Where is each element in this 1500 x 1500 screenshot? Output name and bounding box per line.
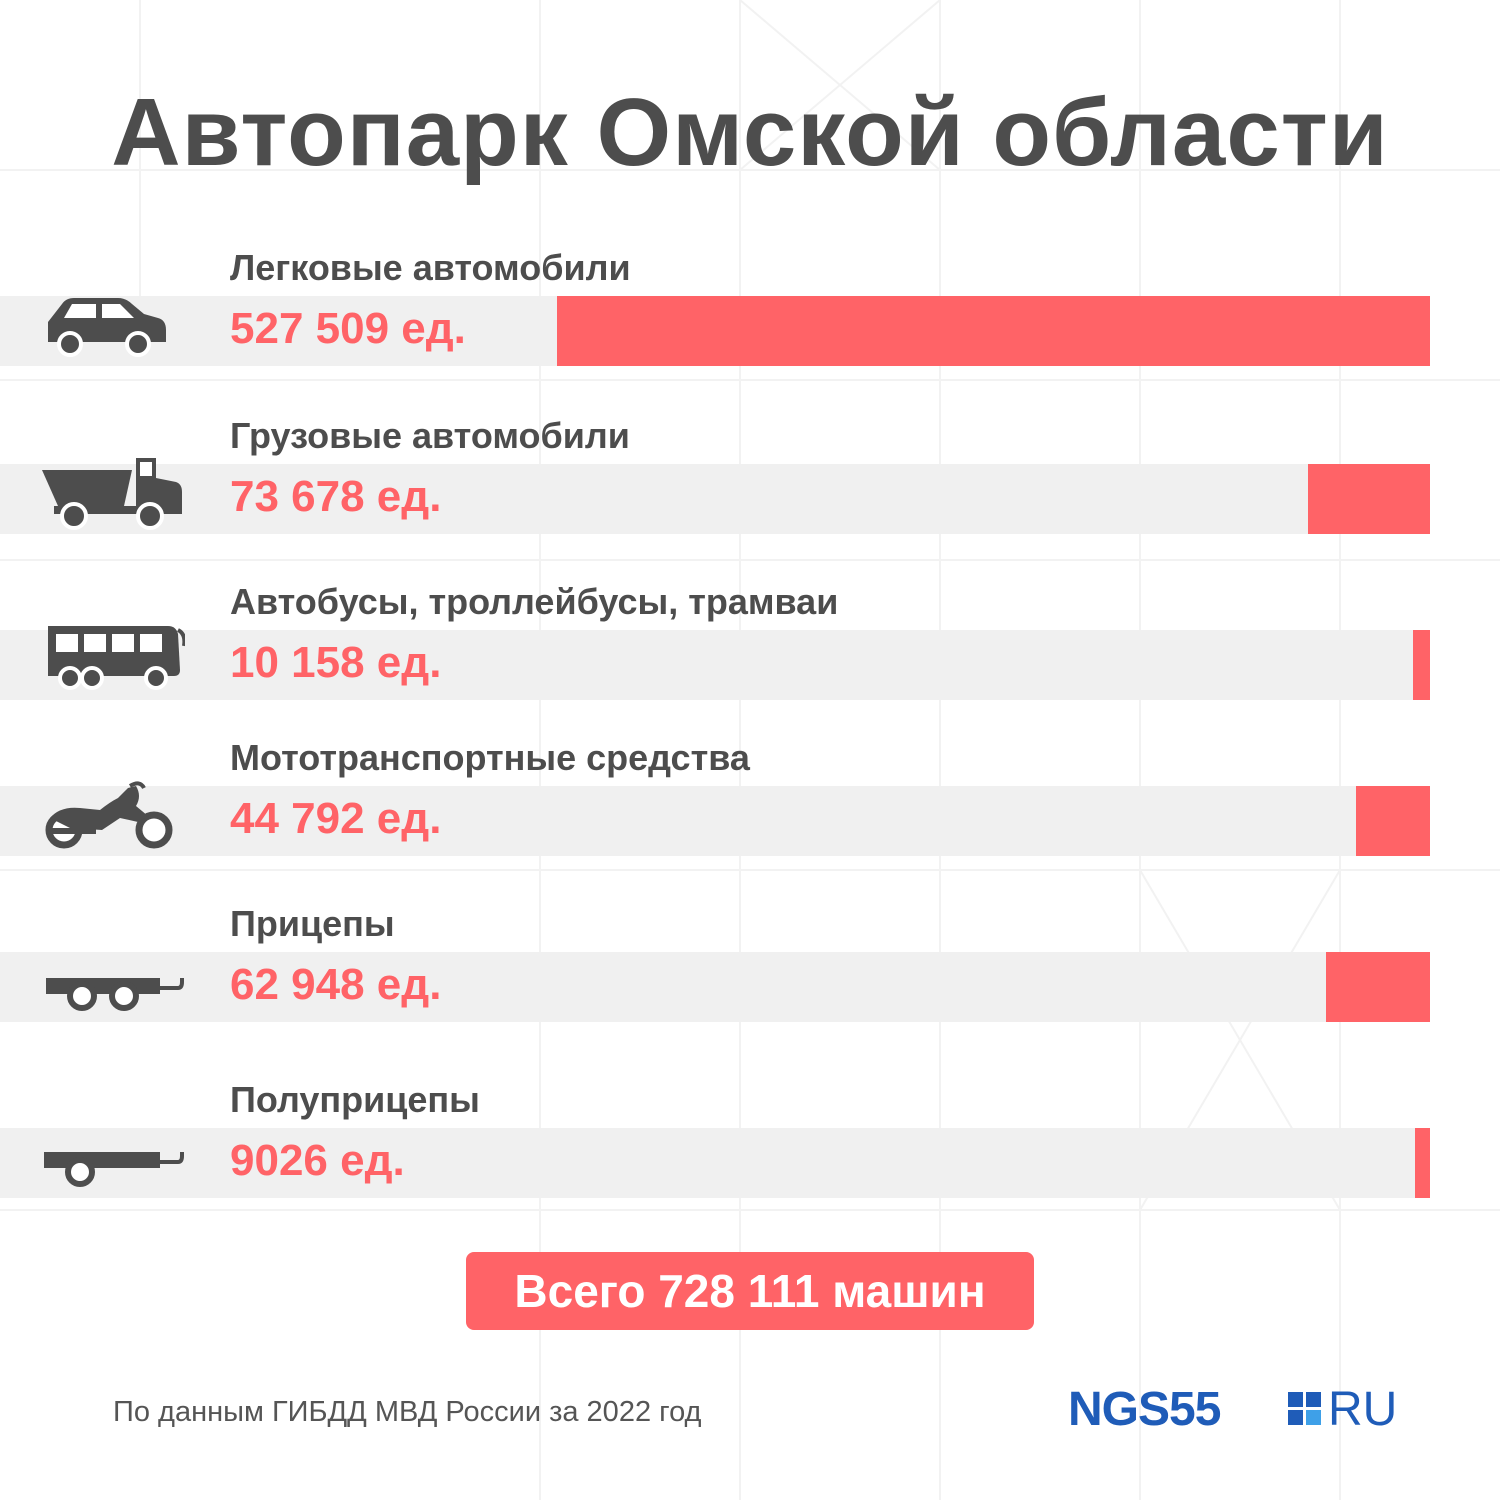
logo-square-icon [1288, 1392, 1321, 1425]
bar [557, 296, 1430, 366]
bar [1413, 630, 1430, 700]
source-note: По данным ГИБДД МВД России за 2022 год [113, 1396, 702, 1428]
value-label: 9026 ед. [230, 1136, 405, 1185]
bar [1355, 786, 1430, 856]
value-label: 44 792 ед. [230, 794, 442, 843]
category-label: Полуприцепы [230, 1079, 480, 1120]
chart-row: Автобусы, троллейбусы, трамваи 10 158 ед. [0, 582, 1500, 722]
chart-row: Грузовые автомобили 73 678 ед. [0, 416, 1500, 556]
value-label: 10 158 ед. [230, 638, 442, 687]
category-label: Прицепы [230, 903, 395, 944]
bar-track [0, 952, 1430, 1022]
bar [1308, 464, 1430, 534]
value-label: 73 678 ед. [230, 472, 442, 521]
chart-row: Прицепы 62 948 ед. [0, 904, 1500, 1044]
category-label: Легковые автомобили [230, 247, 631, 288]
bus-icon [40, 620, 187, 700]
bar-track [0, 464, 1430, 534]
bar-track [0, 1128, 1430, 1198]
bar-track [0, 296, 1430, 366]
motorcycle-icon [40, 778, 175, 858]
logo-text-right: RU [1328, 1383, 1398, 1436]
car-icon [40, 292, 170, 367]
total-badge: Всего 728 111 машин [466, 1252, 1034, 1330]
semi-trailer-icon [40, 1142, 185, 1197]
category-label: Мототранспортные средства [230, 737, 750, 778]
value-label: 62 948 ед. [230, 960, 442, 1009]
logo-text-left: NGS55 [1068, 1383, 1221, 1436]
bar-track [0, 630, 1430, 700]
chart-row: Мототранспортные средства 44 792 ед. [0, 738, 1500, 878]
value-label: 527 509 ед. [230, 304, 466, 353]
category-label: Грузовые автомобили [230, 415, 630, 456]
chart-row: Полуприцепы 9026 ед. [0, 1080, 1500, 1220]
page-title: Автопарк Омской области [111, 79, 1389, 186]
bar-track [0, 786, 1430, 856]
bar [1415, 1128, 1430, 1198]
bar [1325, 952, 1430, 1022]
trailer-icon [40, 966, 185, 1021]
chart-row: Легковые автомобили 527 509 ед. [0, 248, 1500, 388]
category-label: Автобусы, троллейбусы, трамваи [230, 581, 839, 622]
dump-truck-icon [40, 448, 185, 538]
